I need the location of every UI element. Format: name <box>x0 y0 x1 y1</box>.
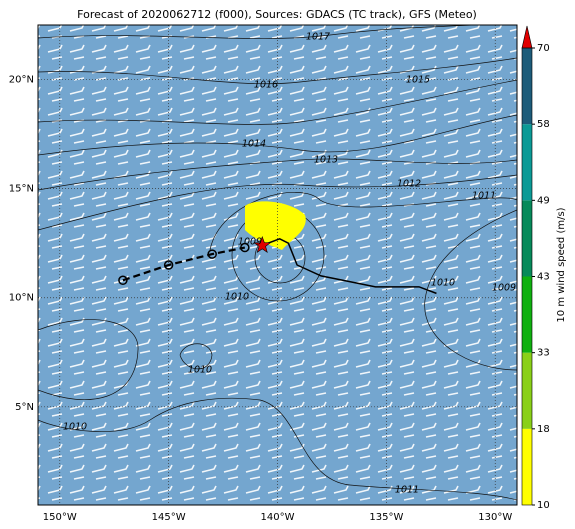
storm-wind-area <box>245 201 306 250</box>
contour-label: 1010 <box>188 365 212 376</box>
track-point <box>163 260 174 270</box>
colorbar-tick-label: 33 <box>537 348 550 359</box>
x-tick-label: 150°W <box>43 512 77 523</box>
colorbar-segment <box>522 428 532 505</box>
contour-label: 1010 <box>63 422 87 433</box>
y-tick-label: 5°N <box>15 402 34 413</box>
x-tick-label: 135°W <box>369 512 403 523</box>
colorbar-tick-label: 58 <box>537 119 550 130</box>
colorbar-tick-label: 18 <box>537 424 550 435</box>
contour-label: 1014 <box>242 139 266 150</box>
colorbar-tick-label: 70 <box>537 43 550 54</box>
contour-label: 1013 <box>314 155 338 166</box>
colorbar-segment <box>522 48 532 125</box>
plot-frame <box>37 24 518 506</box>
track-point <box>118 275 128 286</box>
track-point <box>207 249 217 259</box>
contour-label: 1010 <box>431 278 455 289</box>
storm-position <box>253 235 272 253</box>
contour-label: 1011 <box>472 191 496 202</box>
y-tick-label: 20°N <box>9 75 34 86</box>
contour-labels: 1017 1016 1015 1014 1013 1012 1011 1010 … <box>63 32 516 496</box>
contour-label: 1010 <box>225 292 249 303</box>
colorbar-segment <box>522 276 532 353</box>
forecast-track <box>261 238 437 295</box>
contour-label: 1016 <box>254 80 278 91</box>
colorbar-label: 10 m wind speed (m/s) <box>556 207 567 322</box>
colorbar-tick-label: 49 <box>537 195 550 206</box>
contour-label: 1009 <box>492 283 516 294</box>
colorbar-tick-label: 10 <box>537 500 550 511</box>
colorbar-segment <box>522 124 532 201</box>
contour-label: 1009 <box>238 237 262 248</box>
x-tick-label: 145°W <box>152 512 186 523</box>
title: Forecast of 2020062712 (f000), Sources: … <box>77 8 477 21</box>
y-tick-label: 10°N <box>9 293 34 304</box>
contour-label: 1012 <box>397 179 421 190</box>
y-tick-label: 15°N <box>9 184 34 195</box>
x-tick-label: 130°W <box>478 512 512 523</box>
contour-label: 1017 <box>306 32 330 43</box>
colorbar-segment <box>522 200 532 277</box>
colorbar-segment <box>522 352 532 429</box>
past-track <box>122 246 246 282</box>
track-point <box>240 242 250 253</box>
contour-label: 1015 <box>406 75 430 86</box>
colorbar-tick-label: 43 <box>537 272 550 283</box>
colorbar-extend <box>521 25 533 49</box>
x-tick-label: 140°W <box>261 512 295 523</box>
contour-label: 1011 <box>395 485 419 496</box>
